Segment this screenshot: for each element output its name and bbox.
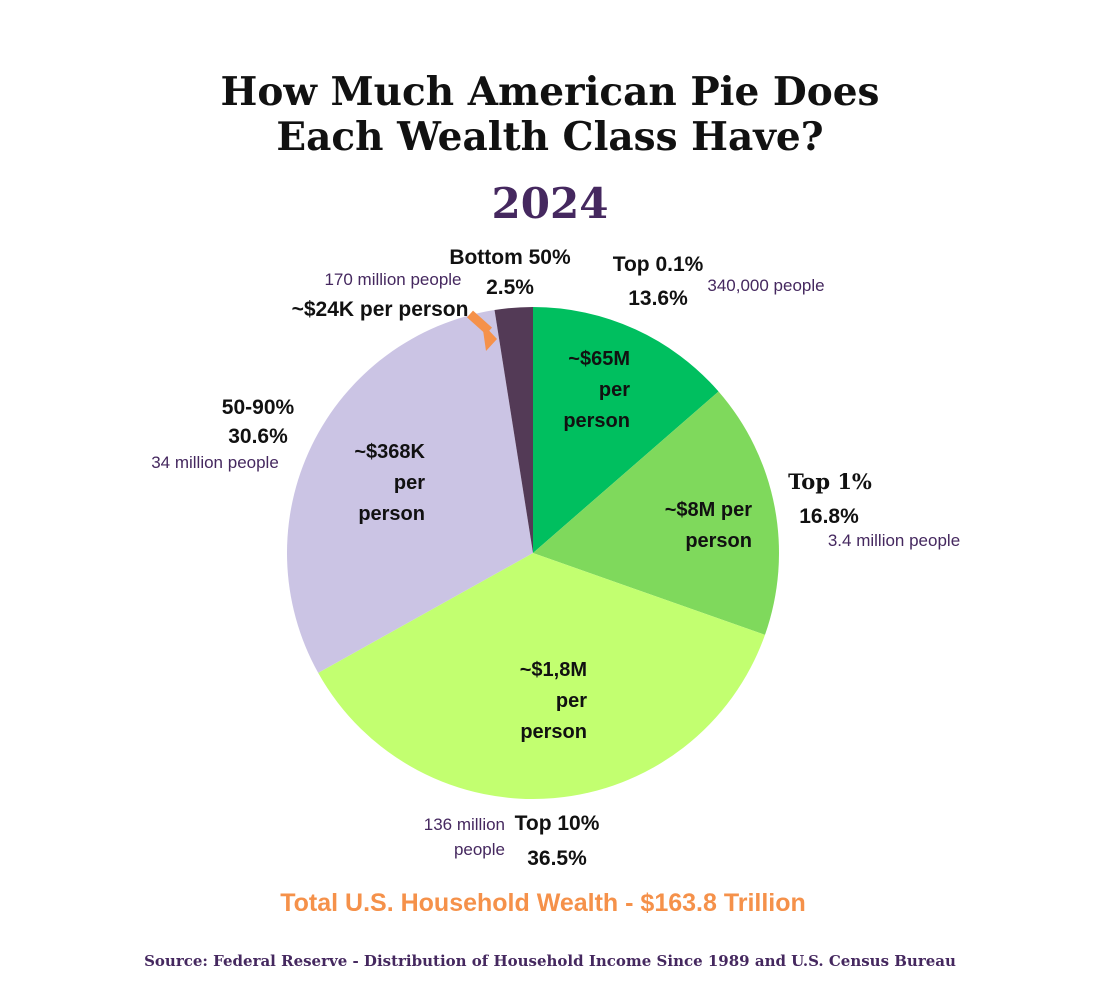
slice-pct-bottom-50: 2.5%	[486, 276, 534, 299]
inside-label-top-1-line-1: ~$8M per	[665, 499, 752, 521]
slice-people-top-0-1: 340,000 people	[707, 276, 824, 295]
pie-slices	[287, 307, 780, 799]
chart-title-line-1: How Much American Pie Does	[220, 69, 879, 115]
slice-people-50-90: 34 million people	[151, 453, 279, 472]
inside-label-top-1-line-2: person	[685, 530, 752, 552]
inside-label-top-10-line-3: person	[520, 721, 587, 743]
slice-pct-top-1: 16.8%	[799, 505, 859, 528]
pie-slice-top-1	[533, 391, 780, 635]
slice-name-bottom-50: Bottom 50%	[449, 246, 571, 269]
arrow-head	[482, 323, 497, 351]
slice-pct-top-10: 36.5%	[527, 847, 587, 870]
slice-per-person-bottom-50: ~$24K per person	[292, 298, 469, 321]
inside-label-50-90-line-1: ~$368K	[354, 441, 425, 463]
chart-title-line-2: Each Wealth Class Have?	[276, 114, 823, 160]
source-note: Source: Federal Reserve - Distribution o…	[144, 952, 956, 970]
inside-label-top-0-1-line-1: ~$65M	[568, 348, 630, 370]
inside-label-top-0-1-line-2: per	[599, 379, 630, 401]
slice-name-top-10: Top 10%	[515, 812, 600, 835]
inside-label-top-10-line-2: per	[556, 690, 587, 712]
slice-pct-top-0-1: 13.6%	[628, 287, 688, 310]
pie-slice-top-10	[318, 553, 765, 799]
slice-name-top-1: Top 1%	[788, 469, 872, 494]
slice-name-top-0-1: Top 0.1%	[613, 253, 704, 276]
inside-label-top-0-1-line-3: person	[563, 410, 630, 432]
arrow-icon	[466, 310, 497, 351]
slice-people-bottom-50: 170 million people	[324, 270, 461, 289]
pie-slice-bottom-50	[494, 307, 533, 553]
slice-people-top-10-line-2: people	[454, 840, 505, 859]
slice-pct-50-90: 30.6%	[228, 425, 288, 448]
inside-label-top-10-line-1: ~$1,8M	[520, 659, 587, 681]
inside-label-50-90-line-2: per	[394, 472, 425, 494]
inside-label-50-90-line-3: person	[358, 503, 425, 525]
slice-people-top-1: 3.4 million people	[828, 531, 960, 550]
chart-year: 2024	[492, 179, 609, 228]
slice-name-50-90: 50-90%	[222, 396, 295, 419]
slice-people-top-10-line-1: 136 million	[424, 815, 505, 834]
pie-slice-50-90	[287, 310, 533, 673]
pie-slice-top-0-1	[533, 307, 719, 553]
total-wealth: Total U.S. Household Wealth - $163.8 Tri…	[280, 889, 806, 917]
